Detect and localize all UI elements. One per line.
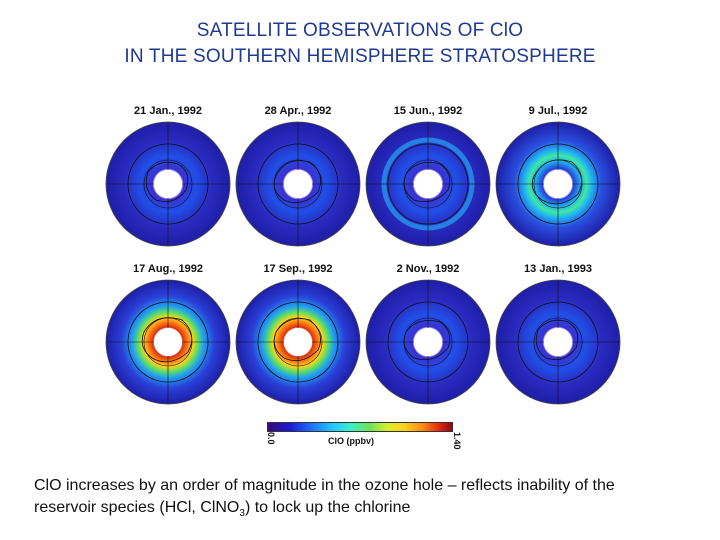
colorbar-legend: 0.0 ClO (ppbv) 1.40: [258, 422, 463, 460]
polar-map: [105, 121, 231, 247]
colorbar-min: 0.0: [266, 432, 276, 445]
caption-line-1: ClO increases by an order of magnitude i…: [34, 477, 615, 494]
title-line-2: IN THE SOUTHERN HEMISPHERE STRATOSPHERE: [124, 46, 596, 67]
panel-date: 21 Jan., 1992: [134, 105, 202, 117]
caption-line-2: reservoir species (HCl, ClNO3) to lock u…: [34, 497, 698, 525]
colorbar-max: 1.40: [452, 432, 462, 450]
map-panel: 13 Jan., 1993: [494, 262, 622, 410]
panel-date: 17 Sep., 1992: [263, 263, 333, 275]
colorbar: [267, 422, 453, 432]
caption-subscript: 3: [239, 508, 245, 520]
polar-map: [495, 121, 621, 247]
panel-date: 17 Aug., 1992: [133, 263, 203, 275]
panel-date: 9 Jul., 1992: [528, 105, 588, 117]
map-panel: 17 Aug., 1992: [104, 262, 232, 410]
caption: ClO increases by an order of magnitude i…: [34, 475, 698, 525]
panel-date: 28 Apr., 1992: [264, 105, 332, 117]
polar-map: [235, 121, 361, 247]
panel-date: 15 Jun., 1992: [393, 105, 463, 117]
polar-map: [105, 279, 231, 405]
map-panel: 9 Jul., 1992: [494, 104, 622, 252]
caption-line-2-prefix: reservoir species (HCl, ClNO: [34, 499, 240, 516]
map-panel: 2 Nov., 1992: [364, 262, 492, 410]
map-panel: 17 Sep., 1992: [234, 262, 362, 410]
map-panel: 15 Jun., 1992: [364, 104, 492, 252]
map-panel: 21 Jan., 1992: [104, 104, 232, 252]
map-panel: 28 Apr., 1992: [234, 104, 362, 252]
panel-date: 2 Nov., 1992: [396, 263, 460, 275]
polar-map: [495, 279, 621, 405]
panel-date: 13 Jan., 1993: [524, 263, 592, 275]
polar-map: [365, 121, 491, 247]
caption-line-2-suffix: ) to lock up the chlorine: [244, 499, 411, 516]
title-line-1: SATELLITE OBSERVATIONS OF ClO: [196, 20, 524, 41]
polar-map: [235, 279, 361, 405]
polar-map: [365, 279, 491, 405]
colorbar-label: ClO (ppbv): [328, 436, 374, 446]
slide-title: SATELLITE OBSERVATIONS OF ClO IN THE SOU…: [0, 18, 720, 70]
